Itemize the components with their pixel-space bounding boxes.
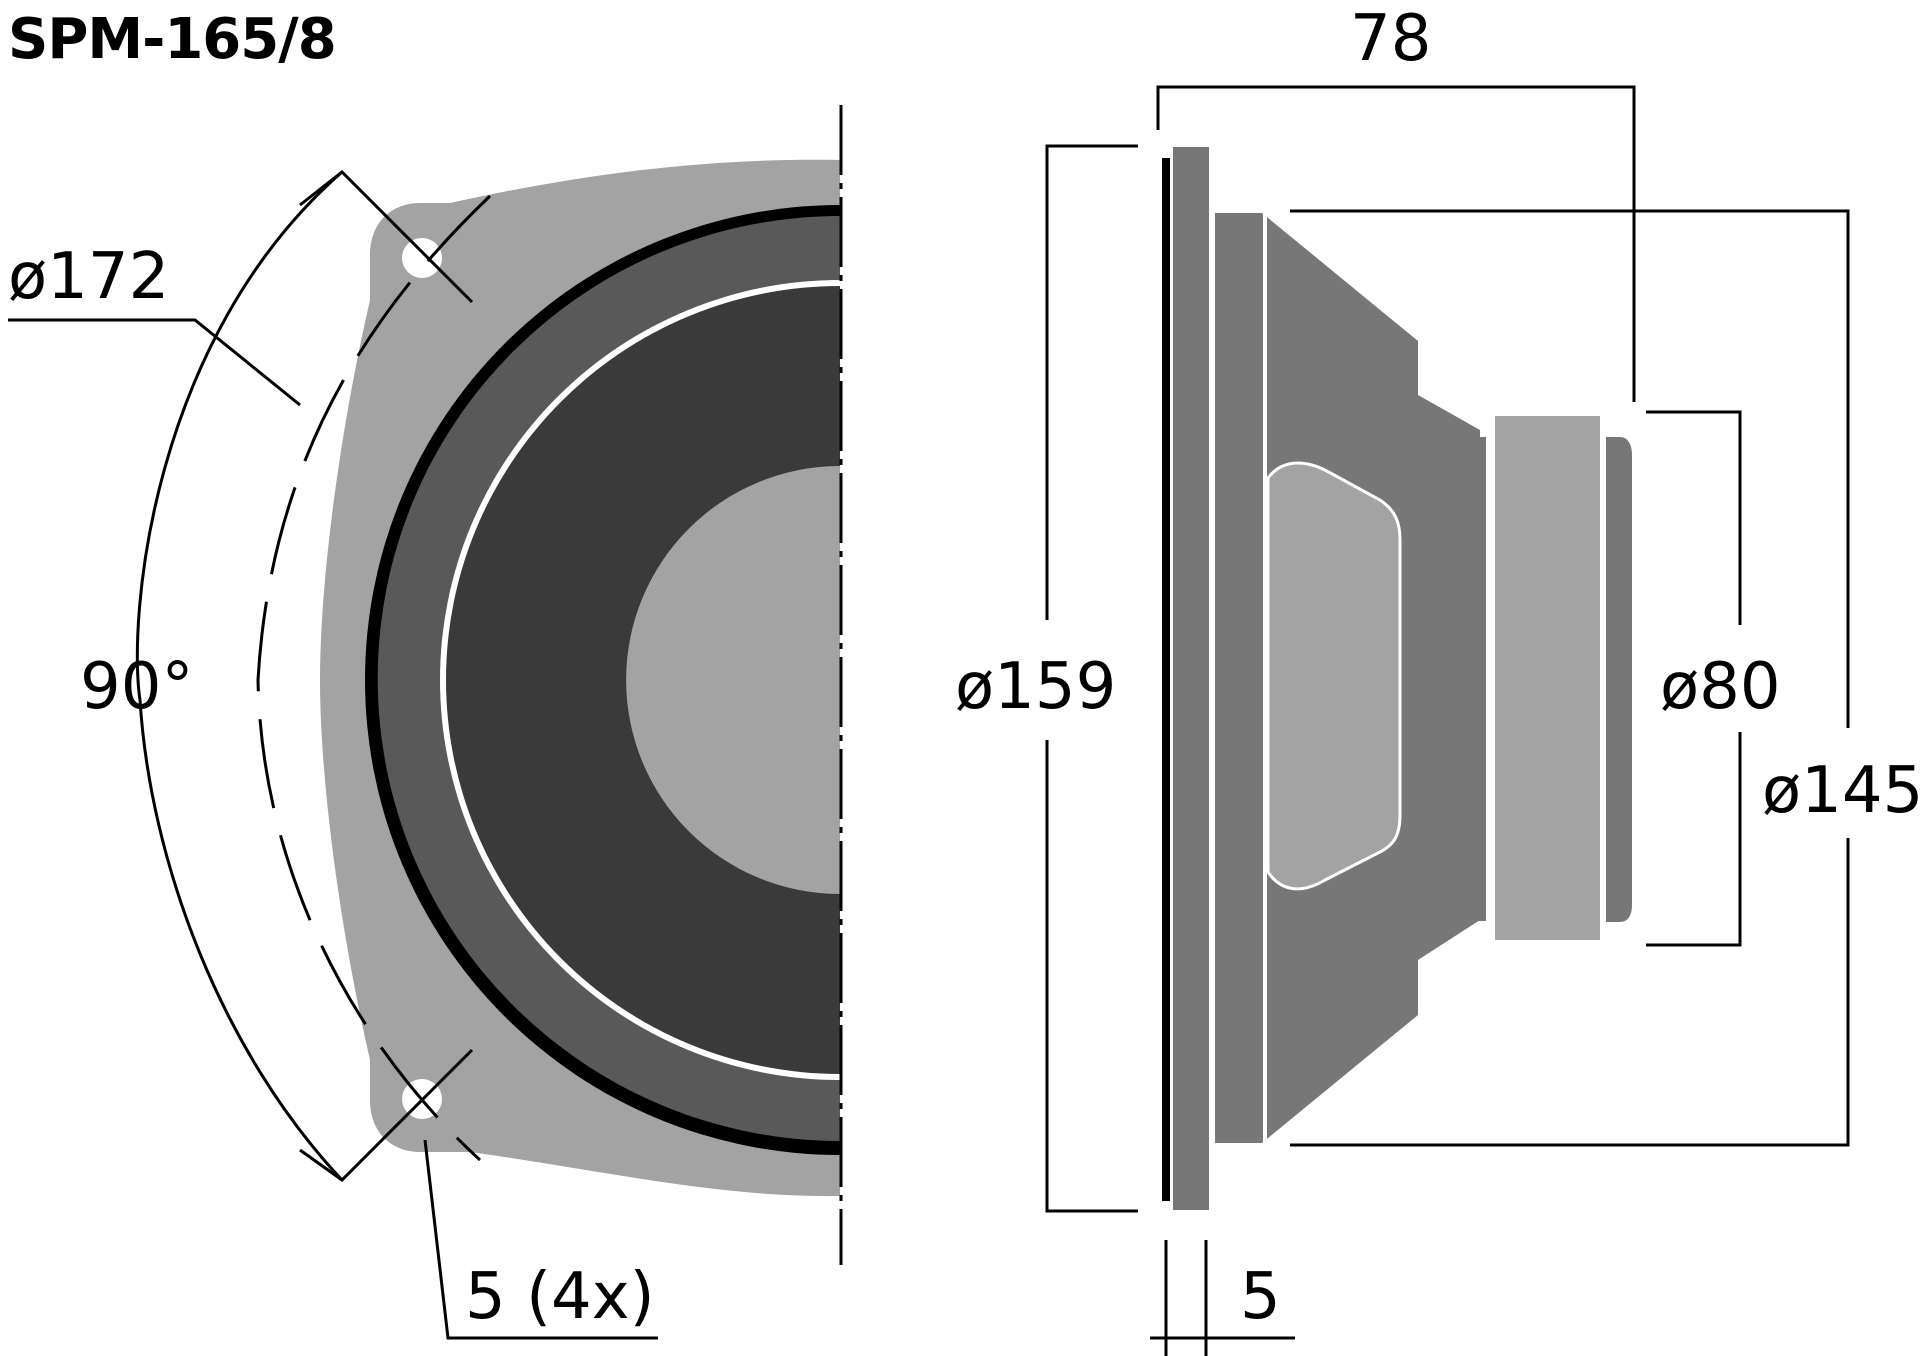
magnet-diameter-label: ø80 xyxy=(1660,650,1781,724)
cone-diameter-dim-top xyxy=(1290,209,1850,728)
side-view xyxy=(1045,85,1850,1356)
top-plate xyxy=(1478,437,1486,921)
front-diameter-label: ø172 xyxy=(8,240,169,314)
depth-dim-line xyxy=(1156,85,1636,402)
dust-cap xyxy=(626,466,840,894)
flange-thickness-label: 5 xyxy=(1240,1260,1281,1334)
cone-diameter-label: ø145 xyxy=(1762,754,1923,828)
magnet xyxy=(1495,416,1600,940)
frame-diameter-dim-bottom xyxy=(1045,740,1138,1213)
front-diameter-leader xyxy=(8,318,301,407)
front-gasket xyxy=(1162,158,1170,1201)
mounting-hole-top xyxy=(402,238,442,278)
mounting-holes-leader xyxy=(423,1139,658,1340)
magnet-diameter-dim-top xyxy=(1646,410,1742,625)
flange xyxy=(1173,147,1209,1210)
mounting-holes-label: 5 (4x) xyxy=(465,1260,655,1334)
depth-label: 78 xyxy=(1350,2,1431,76)
mounting-angle-label: 90° xyxy=(80,650,193,724)
front-view xyxy=(8,105,843,1340)
model-title: SPM-165/8 xyxy=(8,7,336,72)
angle-marker-bottom xyxy=(299,1048,474,1182)
basket-window xyxy=(1266,461,1402,891)
back-plate xyxy=(1606,437,1632,922)
angle-arc xyxy=(135,170,344,1182)
cone-diameter-dim-bottom xyxy=(1290,838,1850,1147)
frame-diameter-label: ø159 xyxy=(955,650,1116,724)
magnet-diameter-dim-bottom xyxy=(1646,732,1742,947)
frame-diameter-dim-top xyxy=(1045,144,1138,620)
bolt-circle xyxy=(256,194,492,1162)
